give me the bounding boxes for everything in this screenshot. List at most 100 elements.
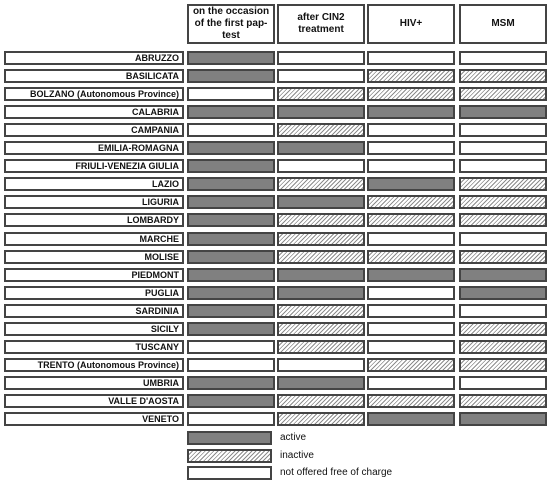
region-label: VENETO: [4, 412, 184, 426]
status-cell: [187, 286, 275, 300]
region-label: VALLE D'AOSTA: [4, 394, 184, 408]
status-cell: [367, 412, 455, 426]
status-cell: [277, 340, 365, 354]
status-cell: [187, 358, 275, 372]
region-label: FRIULI-VENEZIA GIULIA: [4, 159, 184, 173]
status-cell: [367, 213, 455, 227]
status-cell: [459, 105, 547, 119]
status-cell: [187, 87, 275, 101]
status-cell: [277, 268, 365, 282]
status-cell: [459, 177, 547, 191]
status-cell: [367, 322, 455, 336]
status-cell: [277, 213, 365, 227]
status-cell: [459, 358, 547, 372]
status-cell: [459, 123, 547, 137]
status-cell: [367, 123, 455, 137]
region-label: MARCHE: [4, 232, 184, 246]
status-cell: [367, 87, 455, 101]
region-label: BOLZANO (Autonomous Province): [4, 87, 184, 101]
status-cell: [459, 340, 547, 354]
status-cell: [277, 195, 365, 209]
status-cell: [367, 250, 455, 264]
status-cell: [187, 51, 275, 65]
status-cell: [367, 51, 455, 65]
status-cell: [459, 394, 547, 408]
status-cell: [187, 304, 275, 318]
status-cell: [277, 87, 365, 101]
legend-label-inactive: inactive: [280, 450, 314, 461]
status-cell: [277, 177, 365, 191]
column-header-1: on the occasion of the first pap-test: [187, 4, 275, 44]
status-cell: [187, 195, 275, 209]
status-cell: [459, 69, 547, 83]
legend-label-free: not offered free of charge: [280, 467, 393, 478]
status-cell: [367, 195, 455, 209]
status-cell: [459, 87, 547, 101]
status-cell: [277, 286, 365, 300]
status-cell: [187, 159, 275, 173]
status-cell: [187, 394, 275, 408]
status-cell: [459, 376, 547, 390]
status-cell: [277, 376, 365, 390]
status-cell: [187, 213, 275, 227]
status-cell: [459, 286, 547, 300]
status-cell: [367, 177, 455, 191]
status-cell: [459, 213, 547, 227]
region-label: CALABRIA: [4, 105, 184, 119]
status-cell: [277, 304, 365, 318]
region-label: SARDINIA: [4, 304, 184, 318]
region-label: EMILIA-ROMAGNA: [4, 141, 184, 155]
status-cell: [187, 177, 275, 191]
status-cell: [187, 232, 275, 246]
status-cell: [367, 304, 455, 318]
status-cell: [459, 195, 547, 209]
legend-swatch-active: [187, 431, 272, 445]
status-cell: [367, 268, 455, 282]
status-cell: [367, 376, 455, 390]
status-cell: [459, 412, 547, 426]
status-cell: [187, 123, 275, 137]
status-cell: [277, 159, 365, 173]
status-cell: [459, 268, 547, 282]
status-cell: [459, 232, 547, 246]
region-label: SICILY: [4, 322, 184, 336]
status-cell: [459, 250, 547, 264]
region-label: ABRUZZO: [4, 51, 184, 65]
status-cell: [367, 69, 455, 83]
status-cell: [187, 412, 275, 426]
region-label: BASILICATA: [4, 69, 184, 83]
region-label: PUGLIA: [4, 286, 184, 300]
status-cell: [187, 340, 275, 354]
status-cell: [277, 123, 365, 137]
status-cell: [367, 340, 455, 354]
region-label: LIGURIA: [4, 195, 184, 209]
status-cell: [459, 51, 547, 65]
column-header-4: MSM: [459, 4, 547, 44]
status-cell: [277, 105, 365, 119]
status-cell: [277, 412, 365, 426]
status-cell: [277, 394, 365, 408]
status-cell: [277, 250, 365, 264]
status-cell: [187, 322, 275, 336]
status-cell: [459, 304, 547, 318]
legend-swatch-free: [187, 466, 272, 480]
status-cell: [187, 105, 275, 119]
status-cell: [367, 105, 455, 119]
status-cell: [459, 159, 547, 173]
region-label: PIEDMONT: [4, 268, 184, 282]
status-cell: [277, 51, 365, 65]
region-label: CAMPANIA: [4, 123, 184, 137]
status-cell: [187, 141, 275, 155]
column-header-3: HIV+: [367, 4, 455, 44]
status-cell: [277, 141, 365, 155]
region-label: LAZIO: [4, 177, 184, 191]
status-cell: [367, 141, 455, 155]
region-label: MOLISE: [4, 250, 184, 264]
region-label: TRENTO (Autonomous Province): [4, 358, 184, 372]
status-cell: [187, 69, 275, 83]
status-cell: [459, 322, 547, 336]
column-header-2: after CIN2 treatment: [277, 4, 365, 44]
status-cell: [367, 394, 455, 408]
status-cell: [459, 141, 547, 155]
